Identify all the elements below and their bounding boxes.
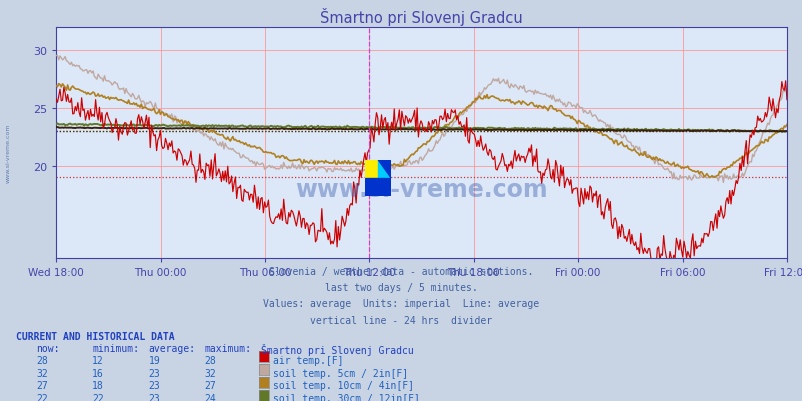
Text: CURRENT AND HISTORICAL DATA: CURRENT AND HISTORICAL DATA — [16, 331, 175, 341]
Text: 12: 12 — [92, 355, 104, 365]
Text: Šmartno pri Slovenj Gradcu: Šmartno pri Slovenj Gradcu — [261, 343, 413, 355]
Text: 23: 23 — [148, 368, 160, 378]
Text: www.si-vreme.com: www.si-vreme.com — [295, 178, 547, 201]
Polygon shape — [378, 160, 391, 178]
Text: Slovenia / weather data - automatic stations.: Slovenia / weather data - automatic stat… — [269, 267, 533, 277]
Text: soil temp. 10cm / 4in[F]: soil temp. 10cm / 4in[F] — [273, 381, 414, 391]
Bar — [365, 160, 378, 178]
Text: 28: 28 — [36, 355, 48, 365]
Text: Values: average  Units: imperial  Line: average: Values: average Units: imperial Line: av… — [263, 299, 539, 309]
Text: 32: 32 — [205, 368, 217, 378]
Text: 27: 27 — [36, 381, 48, 391]
Text: minimum:: minimum: — [92, 343, 140, 353]
Text: 18: 18 — [92, 381, 104, 391]
Text: soil temp. 30cm / 12in[F]: soil temp. 30cm / 12in[F] — [273, 393, 419, 401]
Text: 23: 23 — [148, 381, 160, 391]
Bar — [365, 178, 391, 196]
Text: 23: 23 — [148, 393, 160, 401]
Text: 32: 32 — [36, 368, 48, 378]
Text: vertical line - 24 hrs  divider: vertical line - 24 hrs divider — [310, 315, 492, 325]
Text: 19: 19 — [148, 355, 160, 365]
Text: average:: average: — [148, 343, 196, 353]
Text: now:: now: — [36, 343, 59, 353]
Text: maximum:: maximum: — [205, 343, 252, 353]
Text: 16: 16 — [92, 368, 104, 378]
Text: 28: 28 — [205, 355, 217, 365]
Text: soil temp. 5cm / 2in[F]: soil temp. 5cm / 2in[F] — [273, 368, 407, 378]
Text: 22: 22 — [92, 393, 104, 401]
Text: last two days / 5 minutes.: last two days / 5 minutes. — [325, 283, 477, 293]
Text: 24: 24 — [205, 393, 217, 401]
Text: 22: 22 — [36, 393, 48, 401]
Bar — [378, 160, 391, 178]
Text: air temp.[F]: air temp.[F] — [273, 355, 343, 365]
Text: 27: 27 — [205, 381, 217, 391]
Text: www.si-vreme.com: www.si-vreme.com — [6, 123, 10, 182]
Title: Šmartno pri Slovenj Gradcu: Šmartno pri Slovenj Gradcu — [320, 8, 522, 26]
